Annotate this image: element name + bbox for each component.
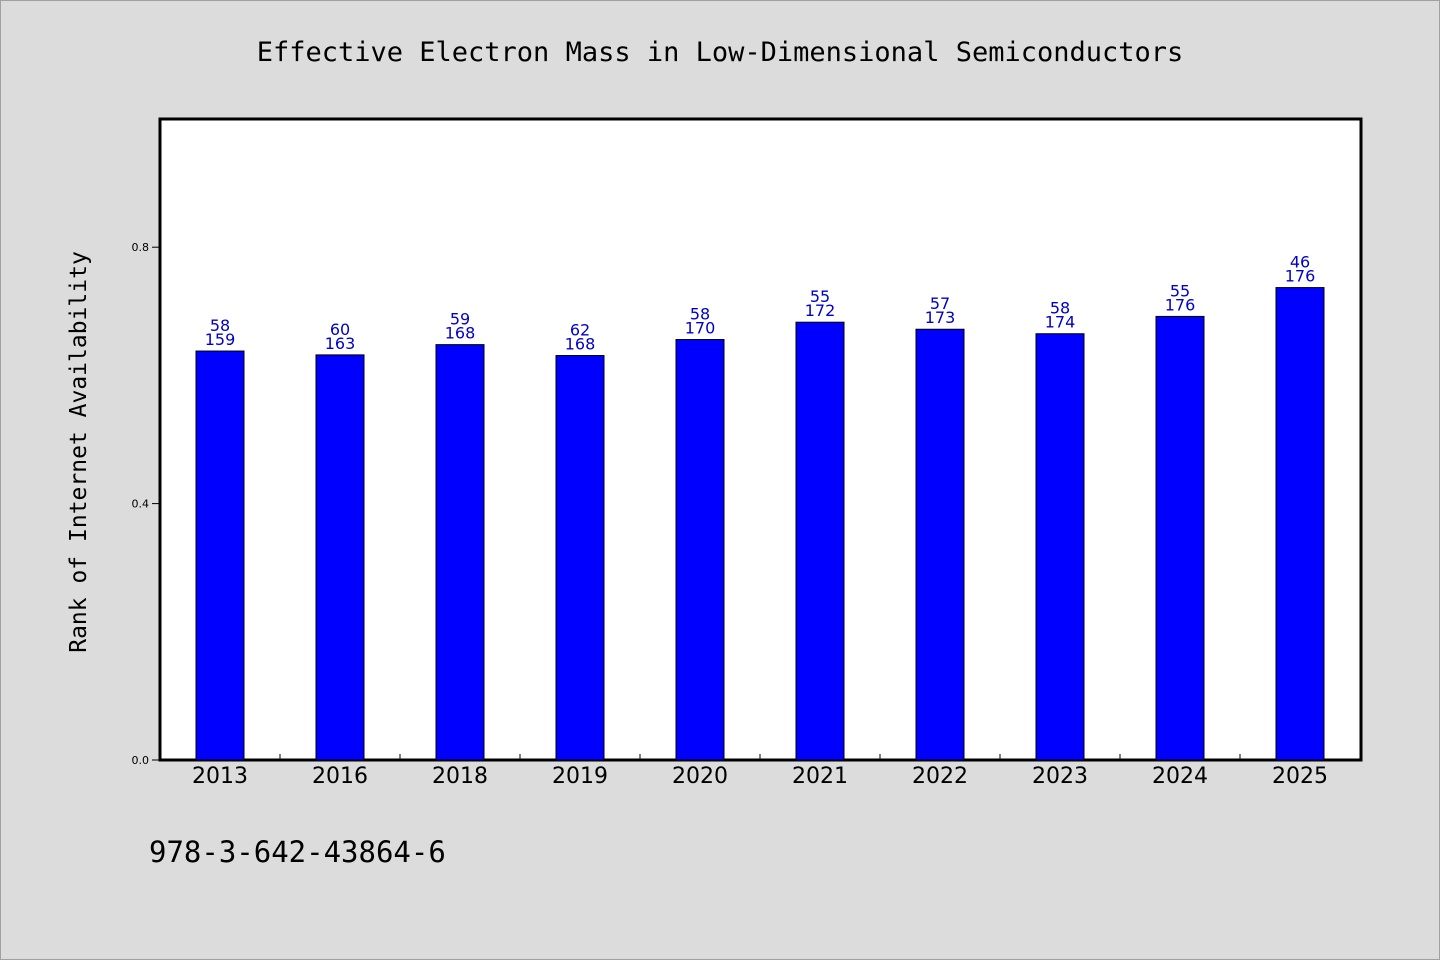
bar-label-top-2024: 55	[1170, 281, 1190, 300]
x-tick-label-2024: 2024	[1152, 764, 1208, 789]
bar-2013	[195, 350, 245, 761]
bar-label-top-2021: 55	[810, 287, 830, 306]
bar-label-bottom-2020: 170	[685, 319, 716, 338]
bar-label-bottom-2018: 168	[445, 324, 476, 343]
isbn-label: 978-3-642-43864-6	[149, 835, 446, 869]
bar-2019	[555, 355, 605, 761]
bar-2023	[1035, 333, 1085, 761]
bar-label-bottom-2021: 172	[805, 301, 836, 320]
bar-label-top-2023: 58	[1050, 299, 1070, 318]
bar-label-top-2016: 60	[330, 320, 350, 339]
chart-title: Effective Electron Mass in Low-Dimension…	[257, 37, 1184, 68]
bar-2021	[795, 321, 845, 761]
y-tick-label: 0.4	[132, 498, 150, 511]
bar-label-bottom-2023: 174	[1045, 313, 1076, 332]
x-axis-ticks: 2013 2016 2018 2019 2020 2021 2022 2023 2024 2025	[192, 754, 1328, 789]
bar-2024	[1155, 315, 1205, 761]
bar-label-top-2018: 59	[450, 310, 470, 329]
x-tick-label-2013: 2013	[192, 764, 248, 789]
bar-label-bottom-2024: 176	[1165, 295, 1196, 314]
x-tick-label-2019: 2019	[552, 764, 608, 789]
x-tick-label-2022: 2022	[912, 764, 968, 789]
bar-label-bottom-2025: 176	[1285, 267, 1316, 286]
bar-label-top-2013: 58	[210, 316, 230, 335]
x-tick-label-2021: 2021	[792, 764, 848, 789]
bar-label-bottom-2019: 168	[565, 335, 596, 354]
x-tick-label-2018: 2018	[432, 764, 488, 789]
bar-2022	[915, 328, 965, 761]
y-tick-label: 0.8	[132, 241, 150, 254]
x-tick-label-2016: 2016	[312, 764, 368, 789]
bar-2016	[315, 354, 365, 761]
y-axis-ticks: 0.0 0.4 0.8	[132, 241, 160, 767]
bar-label-top-2022: 57	[930, 294, 950, 313]
bar-2025	[1275, 287, 1325, 761]
bar-label-top-2020: 58	[690, 305, 710, 324]
bar-label-top-2025: 46	[1290, 253, 1310, 272]
x-tick-label-2020: 2020	[672, 764, 728, 789]
bar-label-bottom-2016: 163	[325, 334, 356, 353]
bar-label-top-2019: 62	[570, 321, 590, 340]
bar-label-bottom-2013: 159	[205, 330, 236, 349]
x-tick-label-2023: 2023	[1032, 764, 1088, 789]
x-tick-label-2025: 2025	[1272, 764, 1328, 789]
bar-2018	[435, 344, 485, 761]
y-axis-label: Rank of Internet Availability	[66, 251, 92, 653]
y-tick-label: 0.0	[132, 754, 150, 767]
bar-label-bottom-2022: 173	[925, 308, 956, 327]
bar-2020	[675, 339, 725, 761]
